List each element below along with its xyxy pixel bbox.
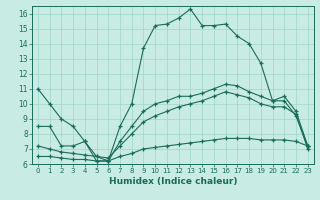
X-axis label: Humidex (Indice chaleur): Humidex (Indice chaleur) [108,177,237,186]
